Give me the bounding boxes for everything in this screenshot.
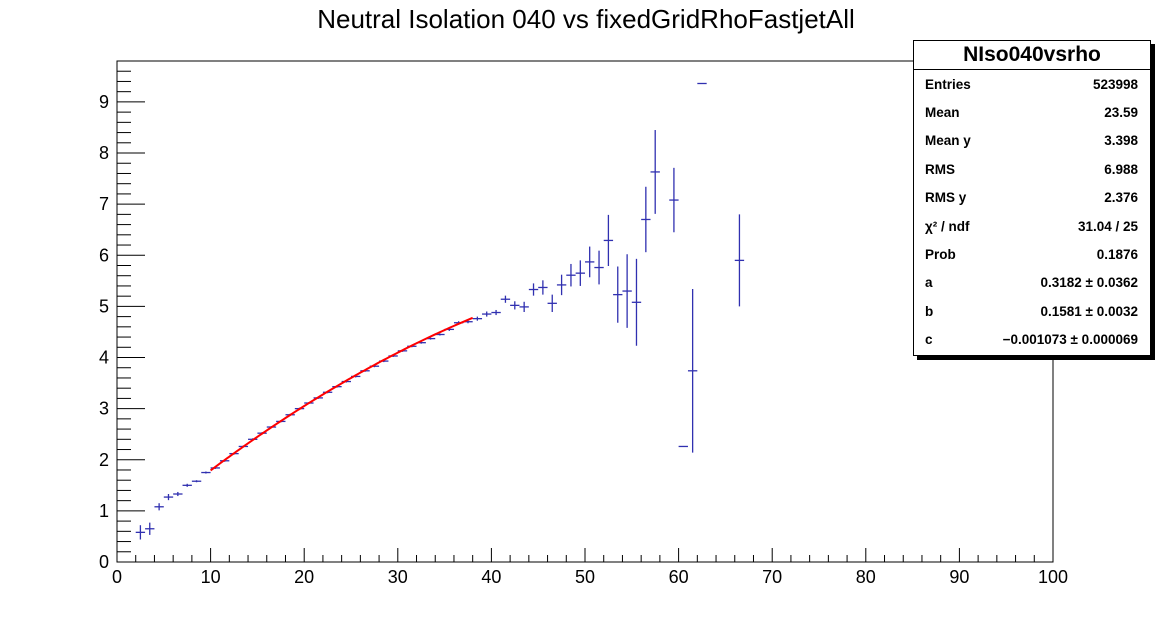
data-point: [585, 246, 595, 278]
data-point: [603, 214, 614, 267]
data-point: [650, 130, 660, 214]
stats-label: RMS: [925, 161, 955, 177]
stats-row: RMS 6.988: [914, 155, 1150, 183]
stats-value: 3.398: [1104, 133, 1138, 149]
y-tick-label: 3: [99, 399, 109, 419]
x-tick-label: 100: [1038, 567, 1068, 587]
data-point: [556, 274, 567, 296]
y-tick-label: 8: [99, 143, 109, 163]
data-point: [163, 494, 174, 501]
data-point: [201, 471, 211, 474]
stats-row: c −0.001073 ± 0.000069: [914, 326, 1150, 354]
stats-value: 31.04 / 25: [1077, 218, 1138, 234]
data-point: [641, 186, 651, 253]
y-tick-label: 7: [99, 194, 109, 214]
stats-label: Mean y: [925, 133, 971, 149]
stats-row: RMS y 2.376: [914, 184, 1150, 212]
stats-value: 0.3182 ± 0.0362: [1040, 275, 1139, 291]
stats-box-title: NIso040vsrho: [914, 41, 1150, 70]
stats-row: Mean 23.59: [914, 98, 1150, 126]
x-tick-label: 10: [201, 567, 221, 587]
stats-value: 0.1876: [1096, 247, 1138, 263]
stats-value: −0.001073 ± 0.000069: [1002, 332, 1138, 348]
data-point: [687, 289, 698, 453]
chart-title: Neutral Isolation 040 vs fixedGridRhoFas…: [317, 4, 855, 34]
x-tick-label: 50: [575, 567, 595, 587]
stats-label: Mean: [925, 105, 960, 121]
y-tick-label: 5: [99, 296, 109, 316]
data-point: [528, 283, 539, 296]
stats-row: χ² / ndf 31.04 / 25: [914, 212, 1150, 240]
stats-value: 6.988: [1104, 161, 1138, 177]
x-tick-label: 60: [669, 567, 689, 587]
data-point: [538, 280, 548, 295]
stats-row: Mean y 3.398: [914, 127, 1150, 155]
data-point: [622, 254, 632, 328]
y-tick-label: 4: [99, 348, 109, 368]
stats-value: 2.376: [1104, 190, 1138, 206]
stats-label: b: [925, 303, 934, 319]
stats-value: 523998: [1092, 76, 1138, 92]
data-point: [135, 525, 146, 540]
stats-box: NIso040vsrho Entries 523998 Mean 23.59 Mea…: [913, 40, 1151, 356]
x-tick-label: 0: [112, 567, 122, 587]
fit-curve: [210, 316, 474, 472]
stats-label: RMS y: [925, 190, 967, 206]
stats-value: 23.59: [1104, 105, 1138, 121]
data-point: [472, 316, 483, 321]
data-point: [191, 480, 202, 483]
data-point: [519, 301, 529, 313]
stats-label: Entries: [925, 76, 971, 92]
stats-row: Entries 523998: [914, 70, 1150, 98]
stats-label: c: [925, 332, 933, 348]
stats-label: Prob: [925, 247, 956, 263]
x-tick-label: 80: [856, 567, 876, 587]
y-tick-label: 0: [99, 552, 109, 572]
data-point: [145, 522, 155, 535]
y-tick-label: 2: [99, 450, 109, 470]
stats-row: b 0.1581 ± 0.0032: [914, 297, 1150, 325]
stats-value: 0.1581 ± 0.0032: [1040, 303, 1139, 319]
data-point: [482, 311, 492, 317]
data-point: [613, 266, 623, 323]
x-tick-label: 20: [294, 567, 314, 587]
data-point: [575, 260, 585, 286]
data-point: [491, 309, 501, 316]
data-point: [734, 214, 745, 307]
stats-label: a: [925, 275, 933, 291]
data-point: [631, 258, 642, 346]
data-point: [566, 263, 576, 287]
stats-label: χ² / ndf: [925, 218, 970, 234]
y-tick-label: 6: [99, 245, 109, 265]
data-point: [669, 167, 679, 233]
stats-row: Prob 0.1876: [914, 240, 1150, 268]
x-tick-label: 40: [481, 567, 501, 587]
y-tick-label: 9: [99, 92, 109, 112]
data-point: [182, 483, 192, 487]
data-point: [500, 295, 511, 303]
x-tick-label: 90: [949, 567, 969, 587]
y-tick-label: 1: [99, 501, 109, 521]
data-point: [510, 301, 520, 310]
stats-row: a 0.3182 ± 0.0362: [914, 269, 1150, 297]
data-point: [173, 491, 183, 497]
data-point: [154, 503, 164, 511]
x-tick-label: 70: [762, 567, 782, 587]
x-tick-label: 30: [388, 567, 408, 587]
data-point: [594, 250, 604, 285]
data-point: [547, 294, 557, 313]
